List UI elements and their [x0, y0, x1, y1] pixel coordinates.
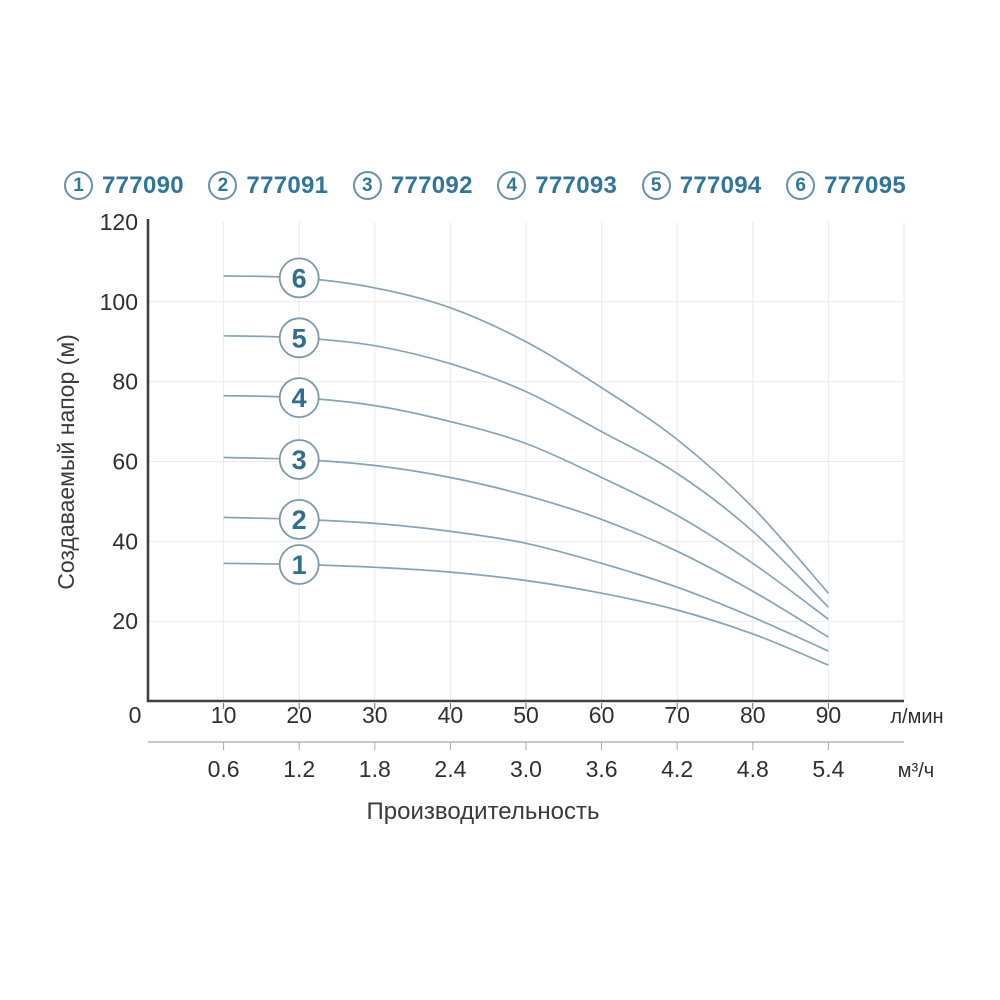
pump-curve-777092 [223, 456, 829, 638]
legend-item-777092: 3 777092 [352, 171, 473, 200]
legend-code: 777093 [535, 171, 618, 199]
curve-badge-circle-777091 [278, 499, 320, 540]
legend-code: 777091 [246, 171, 329, 199]
legend-item-777095: 6 777095 [786, 171, 906, 200]
curve-badge-circle-777090 [278, 544, 320, 585]
x-secondary-tick-label: 3.6 [586, 756, 618, 782]
legend: 1 777090 2 777091 3 777092 4 777093 5 77… [64, 171, 906, 200]
legend-code: 777090 [102, 171, 184, 199]
y-tick-label: 120 [100, 209, 138, 235]
curve-badge-number-777094: 5 [292, 323, 307, 353]
x-tick-label: 10 [211, 702, 237, 728]
x-tick-label: 70 [664, 702, 690, 728]
legend-index-badge: 2 [208, 171, 238, 200]
x-tick-label: 0 [129, 702, 142, 728]
x-secondary-tick-label: 0.6 [208, 756, 240, 782]
pump-curve-777093 [223, 394, 829, 620]
x-secondary-tick-label: 4.8 [737, 756, 769, 782]
x-unit-secondary-label: м³/ч [898, 760, 934, 782]
x-secondary-tick-label: 2.4 [434, 756, 466, 782]
x-tick-label: 90 [816, 702, 842, 728]
y-tick-label: 100 [100, 289, 138, 315]
x-secondary-tick-label: 5.4 [812, 756, 844, 782]
curve-badge-number-777092: 3 [292, 445, 307, 475]
x-secondary-tick-label: 1.8 [359, 756, 391, 782]
curve-badge-number-777091: 2 [292, 505, 307, 535]
x-unit-primary-label: л/мин [890, 706, 943, 728]
x-tick-label: 20 [286, 702, 312, 728]
legend-index-badge: 1 [64, 171, 93, 200]
curve-badge-number-777093: 4 [292, 383, 307, 413]
pump-curve-777090 [223, 562, 829, 666]
x-tick-label: 30 [362, 702, 388, 728]
x-tick-label: 60 [589, 702, 615, 728]
x-axis-title: Производительность [367, 798, 600, 825]
legend-code: 777094 [679, 171, 762, 199]
curve-badge-circle-777093 [278, 377, 320, 419]
pump-curve-777091 [223, 516, 829, 652]
legend-code: 777095 [824, 171, 906, 199]
legend-item-777091: 2 777091 [208, 171, 328, 200]
x-secondary-tick-label: 1.2 [283, 756, 315, 782]
legend-code: 777092 [390, 171, 473, 199]
x-tick-label: 50 [513, 702, 539, 728]
y-tick-label: 20 [112, 608, 138, 634]
y-tick-label: 40 [112, 528, 138, 554]
legend-index-badge: 4 [497, 171, 527, 200]
curve-badge-circle-777095 [278, 257, 320, 299]
x-secondary-tick-label: 3.0 [510, 756, 542, 782]
y-tick-label: 80 [112, 369, 138, 395]
y-tick-label: 60 [112, 449, 138, 475]
pump-curve-777094 [223, 334, 830, 608]
curve-badge-number-777095: 6 [292, 263, 307, 293]
x-tick-label: 80 [740, 702, 766, 728]
pump-curve-777095 [223, 275, 830, 594]
axis-lines [146, 219, 904, 703]
curve-badge-number-777090: 1 [292, 550, 307, 580]
x-secondary-tick-label: 4.2 [661, 756, 693, 782]
y-axis-title: Создаваемый напор (м) [53, 334, 79, 590]
legend-index-badge: 6 [786, 171, 816, 200]
curve-badge-circle-777094 [278, 317, 320, 359]
x-tick-label: 40 [438, 702, 464, 728]
legend-item-777094: 5 777094 [641, 171, 762, 200]
legend-item-777093: 4 777093 [497, 171, 617, 200]
curve-badge-circle-777092 [278, 439, 320, 480]
legend-index-badge: 5 [641, 171, 671, 200]
legend-item-777090: 1 777090 [64, 171, 184, 200]
legend-index-badge: 3 [352, 171, 382, 200]
